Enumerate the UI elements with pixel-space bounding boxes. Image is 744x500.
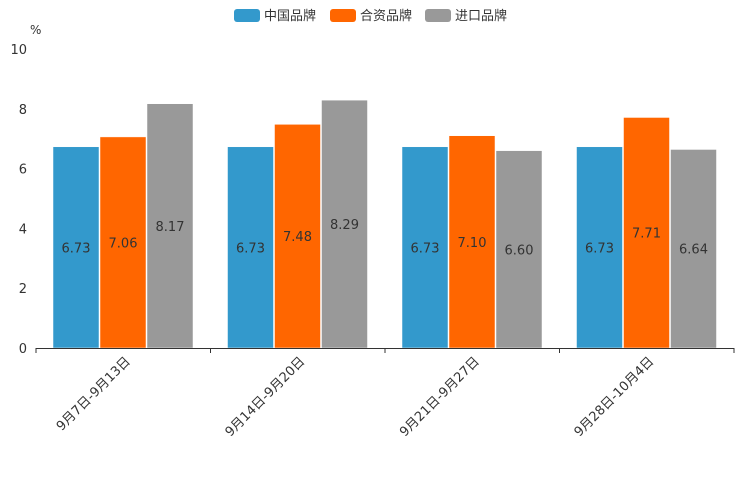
legend-label-3[interactable]: 进口品牌 [455, 8, 507, 24]
y-tick-label: 0 [19, 342, 27, 357]
bar-group-2: 6.73 7.48 8.29 [227, 99, 368, 349]
x-tick-label-4: 9月28日-10月4日 [572, 354, 658, 440]
legend-swatch-3[interactable] [425, 9, 451, 22]
bar-1-3[interactable] [146, 103, 194, 349]
data-label: 6.60 [505, 243, 534, 258]
bar-4-1[interactable] [576, 146, 623, 349]
data-label: 6.73 [236, 241, 265, 256]
y-axis: % 0 2 4 6 8 10 [10, 23, 41, 357]
bar-2-3[interactable] [321, 99, 368, 349]
bar-group-4: 6.73 7.71 6.64 [576, 117, 717, 349]
bar-4-3[interactable] [670, 149, 717, 349]
data-label: 6.73 [411, 241, 440, 256]
data-label: 7.48 [283, 230, 312, 245]
y-tick-label: 2 [19, 282, 27, 297]
x-tick-label-1: 9月7日-9月13日 [54, 354, 134, 434]
data-label: 8.29 [330, 218, 359, 233]
y-axis-unit-label: % [30, 23, 41, 37]
data-label: 8.17 [156, 220, 185, 235]
data-label: 6.73 [585, 241, 614, 256]
legend: 中国品牌 合资品牌 进口品牌 [234, 8, 507, 24]
x-axis: 9月7日-9月13日 9月14日-9月20日 9月21日-9月27日 9月28日-10… [35, 348, 735, 440]
legend-label-1[interactable]: 中国品牌 [264, 8, 316, 24]
bar-group-3: 6.73 7.10 6.60 [401, 135, 543, 349]
bar-4-2[interactable] [623, 117, 670, 349]
y-tick-label: 8 [19, 103, 27, 118]
legend-swatch-2[interactable] [330, 9, 356, 22]
data-label: 7.71 [632, 227, 661, 242]
data-label: 7.06 [109, 236, 138, 251]
x-tick-label-2: 9月14日-9月20日 [223, 354, 309, 440]
bar-3-2[interactable] [448, 135, 496, 349]
y-tick-label: 4 [19, 222, 27, 237]
data-label: 7.10 [458, 236, 487, 251]
bar-2-2[interactable] [274, 124, 321, 349]
x-tick-label-3: 9月21日-9月27日 [397, 354, 483, 440]
bars-group: 6.73 7.068.176.737.488.296.73 7.10 6.60 6.73… [52, 99, 717, 349]
legend-label-2[interactable]: 合资品牌 [360, 8, 412, 24]
data-label: 6.64 [679, 243, 708, 258]
bar-1-2[interactable] [99, 136, 147, 349]
bar-group-1: 6.73 7.06 8.17 [52, 103, 194, 349]
y-tick-label: 6 [19, 163, 27, 178]
data-label: 6.73 [62, 241, 91, 256]
bar-3-1[interactable] [401, 146, 449, 349]
legend-swatch-1[interactable] [234, 9, 260, 22]
bar-2-1[interactable] [227, 146, 274, 349]
bar-1-1[interactable] [52, 146, 100, 349]
y-tick-label: 10 [10, 43, 27, 58]
